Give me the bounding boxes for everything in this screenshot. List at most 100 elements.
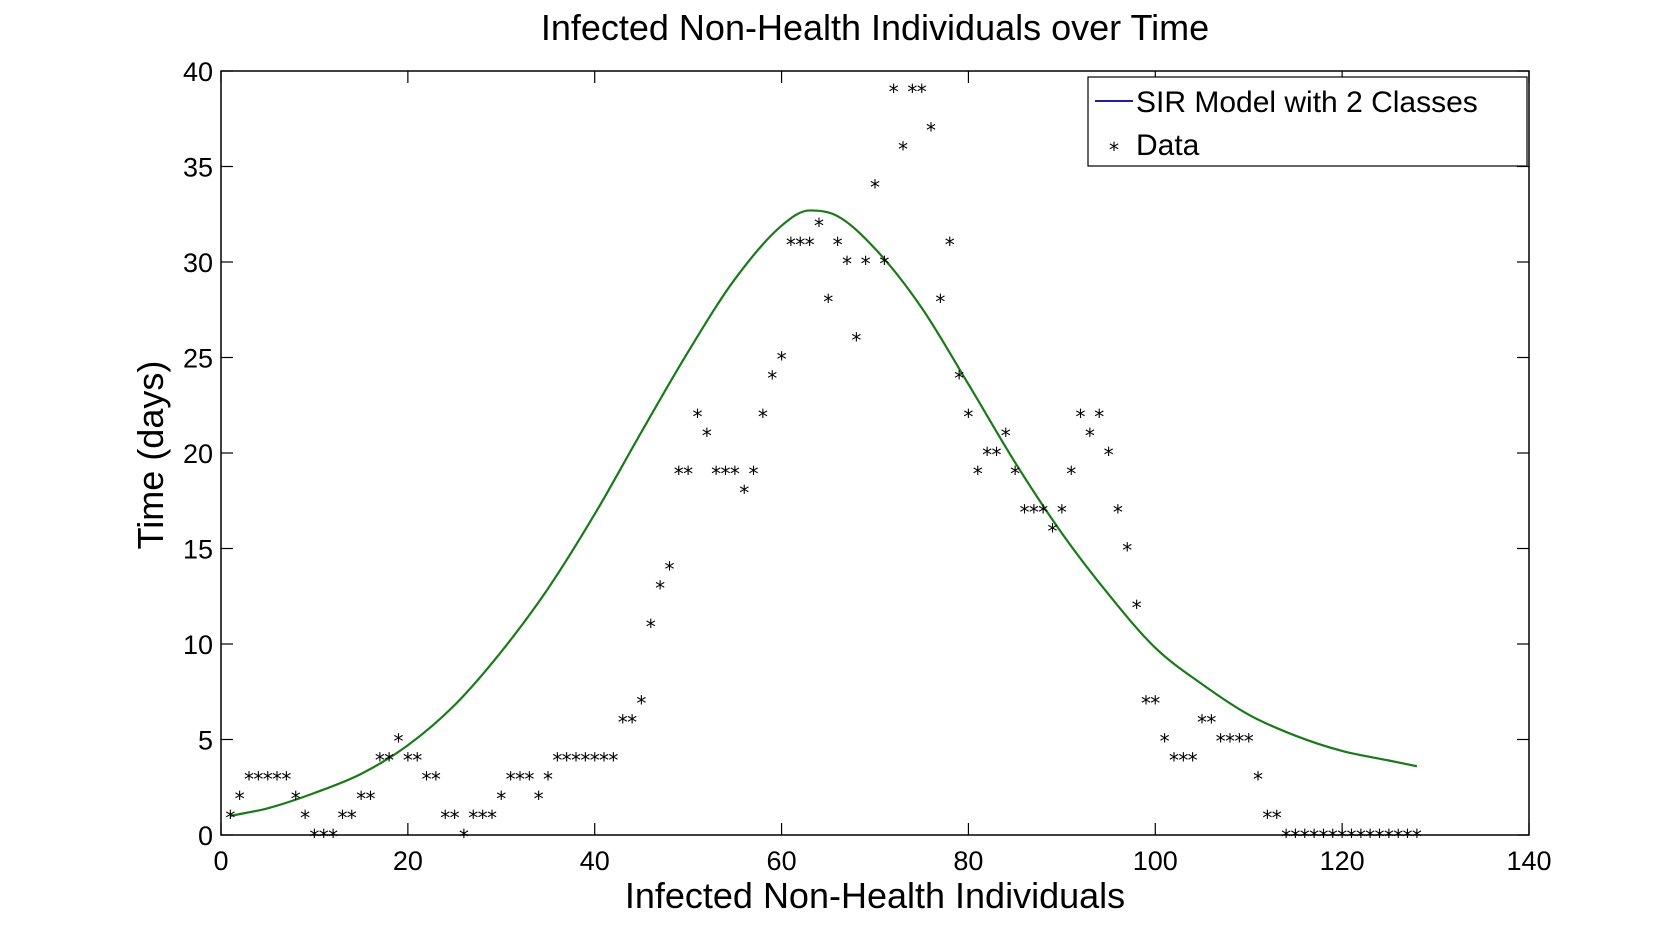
- data-point: *: [1141, 691, 1151, 715]
- data-point: *: [272, 768, 282, 792]
- data-point: *: [1038, 500, 1048, 524]
- data-point: *: [1309, 825, 1319, 849]
- data-point: *: [552, 749, 562, 773]
- data-point: *: [674, 462, 684, 486]
- data-point: *: [795, 233, 805, 257]
- series-line-sir-model: [230, 209, 1418, 817]
- data-point: *: [309, 825, 319, 849]
- data-point: *: [253, 768, 263, 792]
- data-point: *: [1029, 500, 1039, 524]
- data-point: *: [1403, 825, 1413, 849]
- data-point: *: [1066, 462, 1076, 486]
- data-point: *: [524, 768, 534, 792]
- data-point: *: [861, 252, 871, 276]
- data-point: *: [721, 462, 731, 486]
- data-point: *: [431, 768, 441, 792]
- data-point: *: [1113, 500, 1123, 524]
- data-point: *: [281, 768, 291, 792]
- data-point: *: [534, 787, 544, 811]
- data-point: *: [655, 577, 665, 601]
- data-point: *: [478, 806, 488, 830]
- x-axis-label: Infected Non-Health Individuals: [625, 875, 1125, 916]
- data-point: *: [1253, 768, 1263, 792]
- data-point: *: [889, 80, 899, 104]
- data-point: *: [1122, 539, 1132, 563]
- data-point: *: [767, 367, 777, 391]
- data-point: *: [833, 233, 843, 257]
- data-point: *: [777, 348, 787, 372]
- data-point: *: [1206, 710, 1216, 734]
- data-point: *: [711, 462, 721, 486]
- data-point: *: [347, 806, 357, 830]
- data-point: *: [403, 749, 413, 773]
- data-point: *: [543, 768, 553, 792]
- data-point: *: [823, 290, 833, 314]
- y-tick-label: 20: [183, 439, 213, 469]
- data-point: *: [926, 118, 936, 142]
- x-tick-label: 140: [1506, 846, 1551, 876]
- data-point: *: [1188, 749, 1198, 773]
- data-point: *: [1290, 825, 1300, 849]
- data-point: *: [468, 806, 478, 830]
- data-point: *: [842, 252, 852, 276]
- data-point: *: [300, 806, 310, 830]
- data-point: *: [590, 749, 600, 773]
- data-point: *: [1076, 405, 1086, 429]
- data-point: *: [973, 462, 983, 486]
- data-point: *: [749, 462, 759, 486]
- data-point: *: [683, 462, 693, 486]
- data-point: *: [356, 787, 366, 811]
- data-point: *: [337, 806, 347, 830]
- data-point: *: [450, 806, 460, 830]
- data-point: *: [991, 443, 1001, 467]
- data-point: *: [496, 787, 506, 811]
- x-tick-label: 40: [580, 846, 610, 876]
- data-point: *: [571, 749, 581, 773]
- legend-marker-swatch: *: [1109, 138, 1119, 162]
- data-point: *: [1337, 825, 1347, 849]
- data-point: *: [963, 405, 973, 429]
- data-point: *: [982, 443, 992, 467]
- data-point: *: [870, 176, 880, 200]
- data-point: *: [375, 749, 385, 773]
- data-point: *: [515, 768, 525, 792]
- data-point: *: [805, 233, 815, 257]
- data-point: *: [608, 749, 618, 773]
- data-point: *: [664, 558, 674, 582]
- data-point: *: [1001, 424, 1011, 448]
- x-tick-label: 100: [1133, 846, 1178, 876]
- data-point: *: [945, 233, 955, 257]
- data-point: *: [1169, 749, 1179, 773]
- data-point: *: [618, 710, 628, 734]
- data-point: *: [1010, 462, 1020, 486]
- data-point: *: [954, 367, 964, 391]
- data-point: *: [459, 825, 469, 849]
- data-point: *: [599, 749, 609, 773]
- x-axis: 0 20 40 60 80 100 120 140: [213, 71, 1552, 876]
- data-point: *: [562, 749, 572, 773]
- data-point: *: [1346, 825, 1356, 849]
- y-tick-label: 15: [183, 535, 213, 565]
- legend-entry-sir-model: SIR Model with 2 Classes: [1136, 86, 1478, 119]
- data-point: *: [1197, 710, 1207, 734]
- data-point: *: [291, 787, 301, 811]
- chart-title: Infected Non-Health Individuals over Tim…: [541, 7, 1209, 48]
- data-point: *: [786, 233, 796, 257]
- data-point: *: [814, 214, 824, 238]
- data-point: *: [702, 424, 712, 448]
- data-point: *: [487, 806, 497, 830]
- data-point: *: [879, 252, 889, 276]
- data-point: *: [646, 615, 656, 639]
- data-point: *: [1225, 730, 1235, 754]
- data-point: *: [851, 328, 861, 352]
- data-point: *: [1244, 730, 1254, 754]
- data-point: *: [1384, 825, 1394, 849]
- y-tick-label: 25: [183, 344, 213, 374]
- data-point: *: [907, 80, 917, 104]
- data-point: *: [1057, 500, 1067, 524]
- y-tick-label: 40: [183, 57, 213, 87]
- data-point: *: [935, 290, 945, 314]
- legend: SIR Model with 2 Classes * Data: [1087, 76, 1528, 167]
- data-point: *: [758, 405, 768, 429]
